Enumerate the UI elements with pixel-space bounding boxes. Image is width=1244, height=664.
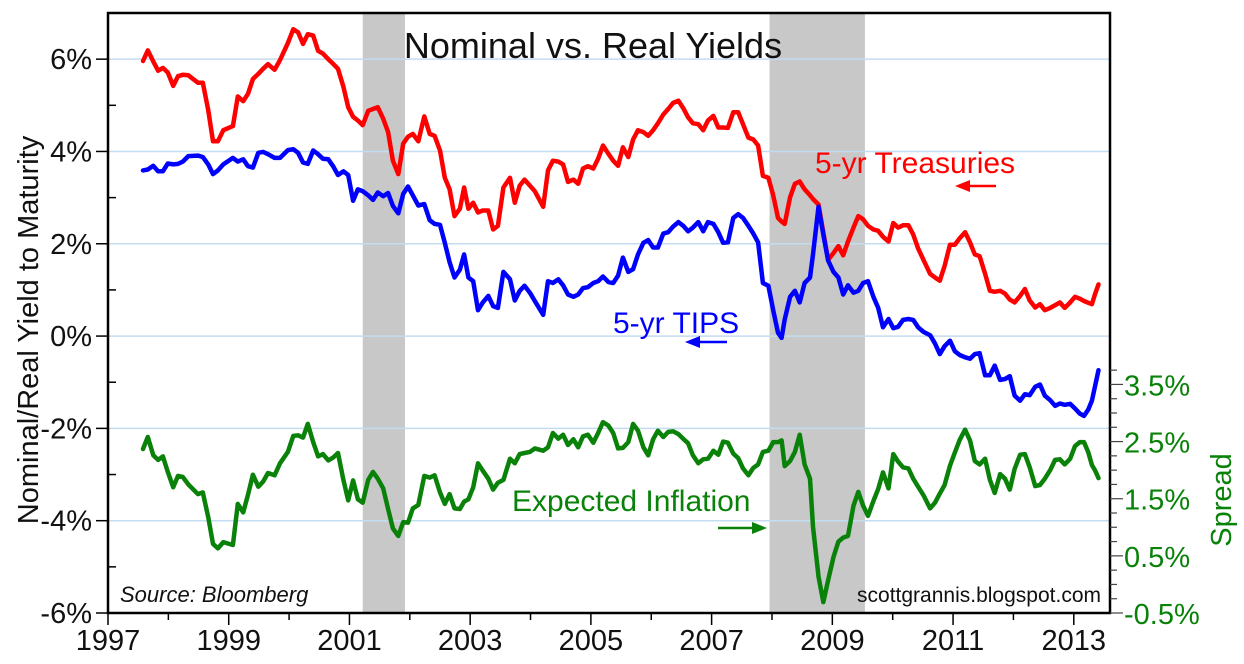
bottom-tick-label: 2009 <box>800 625 865 657</box>
spread-annotation: Expected Inflation <box>512 485 751 518</box>
right-tick-label: 0.5% <box>1124 542 1190 574</box>
recession-band <box>362 13 405 613</box>
series-lines <box>140 26 1101 605</box>
tips-annotation: 5-yr TIPS <box>613 307 739 340</box>
left-tick-label: 0% <box>50 321 92 353</box>
tips-arrow-icon <box>685 336 727 348</box>
bottom-tick-label: 1999 <box>196 625 261 657</box>
left-tick-label: -4% <box>40 506 92 538</box>
right-tick-label: 1.5% <box>1124 485 1190 517</box>
spread-arrow-icon <box>718 522 767 534</box>
treasury-annotation: 5-yr Treasuries <box>815 147 1015 180</box>
bottom-tick-label: 2007 <box>679 625 744 657</box>
bottom-tick-label: 2001 <box>317 625 382 657</box>
left-tick-label: -6% <box>40 598 92 630</box>
right-tick-label: 2.5% <box>1124 428 1190 460</box>
credit-label: scottgrannis.blogspot.com <box>857 584 1101 607</box>
chart-title: Nominal vs. Real Yields <box>404 25 782 66</box>
bottom-tick-label: 2011 <box>922 625 984 657</box>
bottom-tick-label: 2005 <box>559 625 624 657</box>
right-tick-label: -0.5% <box>1124 599 1200 631</box>
spread-line <box>140 419 1101 605</box>
left-tick-label: 2% <box>50 229 92 261</box>
left-tick-label: -2% <box>40 413 92 445</box>
axis-ticks: -6% -4% -2% 0% 2% 4% 6% 1997 1999 2001 2003 2005 200… <box>40 44 1199 657</box>
source-label: Source: Bloomberg <box>120 582 309 607</box>
bottom-tick-label: 2013 <box>1042 625 1107 657</box>
left-tick-label: 4% <box>50 136 92 168</box>
plot-frame <box>106 11 1112 615</box>
left-axis-title: Nominal/Real Yield to Maturity <box>13 135 45 524</box>
bottom-tick-label: 1997 <box>76 625 141 657</box>
treasury-line <box>140 26 1101 313</box>
right-axis-title: Spread <box>1206 453 1238 547</box>
treasury-arrow-icon <box>955 180 996 192</box>
left-tick-label: 6% <box>50 44 92 76</box>
right-tick-label: 3.5% <box>1124 370 1190 402</box>
bottom-tick-label: 2003 <box>438 625 503 657</box>
tips-line <box>140 146 1101 419</box>
